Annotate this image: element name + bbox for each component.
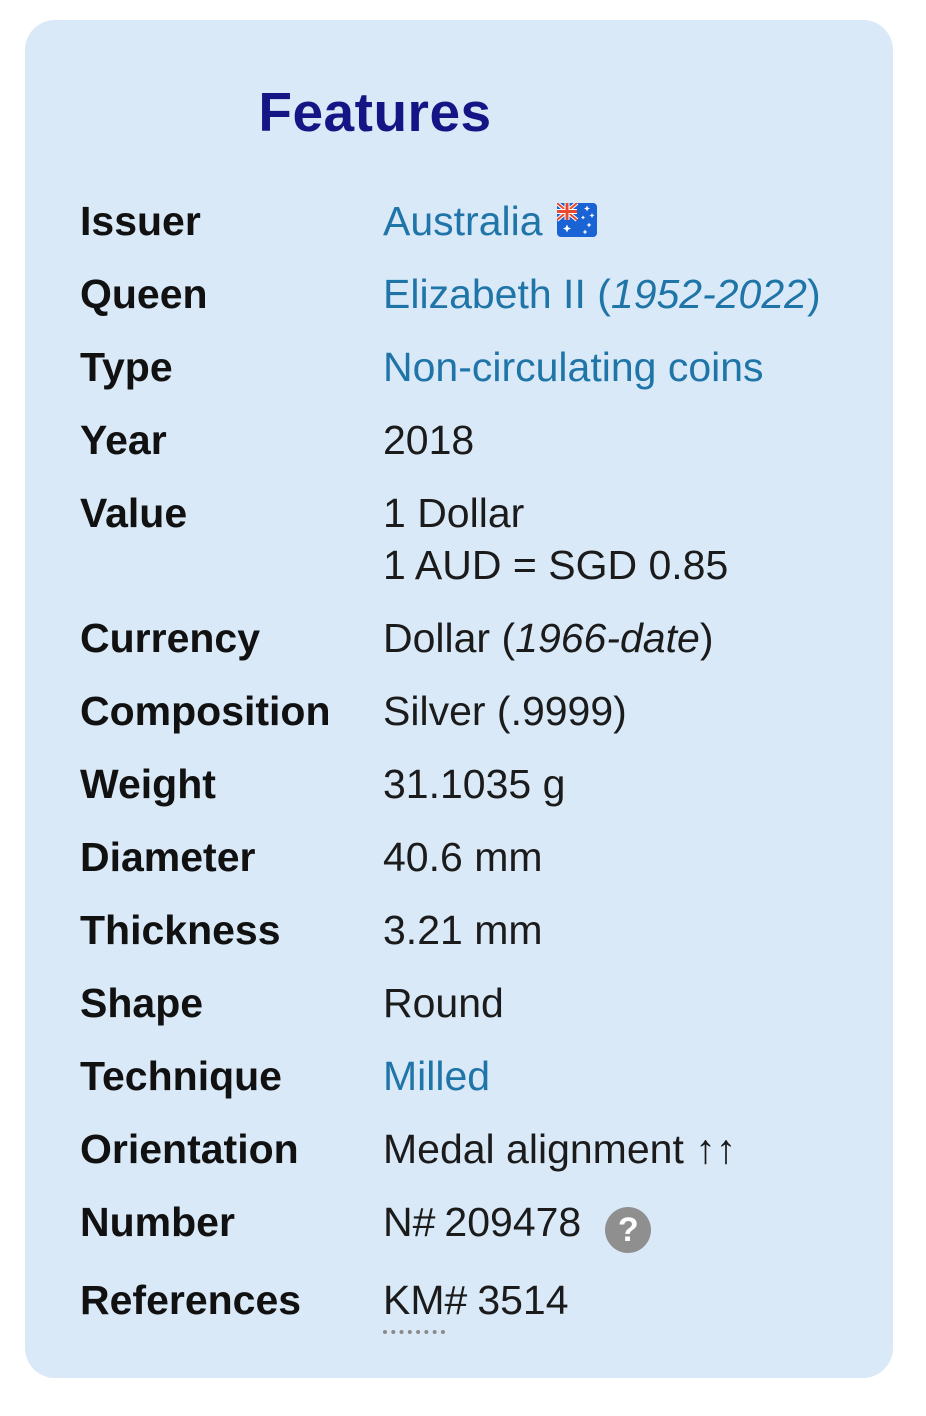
numista-number-value: 209478 <box>444 1199 582 1245</box>
exchange-rate: 1 AUD = SGD 0.85 <box>383 542 729 588</box>
feature-row-queen: Queen Elizabeth II (1952-2022) <box>80 268 821 341</box>
features-table: Issuer Australia <box>80 195 821 1347</box>
diameter-value: 40.6 mm <box>383 834 543 880</box>
feature-row-references: References KM# 3514 <box>80 1274 821 1347</box>
feature-row-shape: Shape Round <box>80 977 821 1050</box>
thickness-label: Thickness <box>80 907 281 953</box>
km-catalog-abbr[interactable]: KM <box>383 1277 445 1334</box>
weight-label: Weight <box>80 761 216 807</box>
queen-reign-years: 1952-2022 <box>610 271 807 317</box>
shape-label: Shape <box>80 980 204 1026</box>
type-link[interactable]: Non-circulating coins <box>383 344 764 390</box>
australia-flag-icon <box>555 197 597 237</box>
feature-row-currency: Currency Dollar (1966-date) <box>80 612 821 685</box>
orientation-value: Medal alignment ↑↑ <box>383 1126 737 1172</box>
feature-row-issuer: Issuer Australia <box>80 195 821 268</box>
thickness-value: 3.21 mm <box>383 907 543 953</box>
feature-row-composition: Composition Silver (.9999) <box>80 685 821 758</box>
queen-label: Queen <box>80 271 208 317</box>
help-question-icon[interactable]: ? <box>605 1207 652 1253</box>
currency-value: Dollar (1966-date) <box>383 615 714 661</box>
currency-period: 1966-date <box>515 615 700 661</box>
shape-value: Round <box>383 980 504 1026</box>
feature-row-type: Type Non-circulating coins <box>80 341 821 414</box>
feature-row-value: Value 1 Dollar 1 AUD = SGD 0.85 <box>80 487 821 612</box>
feature-row-thickness: Thickness 3.21 mm <box>80 904 821 977</box>
value-label: Value <box>80 490 188 536</box>
feature-row-technique: Technique Milled <box>80 1050 821 1123</box>
face-value: 1 Dollar <box>383 490 525 536</box>
panel-title: Features <box>258 81 492 143</box>
composition-value: Silver (.9999) <box>383 688 627 734</box>
feature-row-orientation: Orientation Medal alignment ↑↑ <box>80 1123 821 1196</box>
reference-hash: # <box>444 1277 468 1323</box>
diameter-label: Diameter <box>80 834 256 880</box>
composition-label: Composition <box>80 688 331 734</box>
technique-label: Technique <box>80 1053 282 1099</box>
number-label: Number <box>80 1199 235 1245</box>
feature-row-year: Year 2018 <box>80 414 821 487</box>
technique-link[interactable]: Milled <box>383 1053 491 1099</box>
issuer-link[interactable]: Australia <box>383 198 543 244</box>
currency-label: Currency <box>80 615 261 661</box>
reference-number: 3514 <box>477 1277 569 1323</box>
feature-row-weight: Weight 31.1035 g <box>80 758 821 831</box>
numista-number-prefix: N# <box>383 1199 436 1245</box>
feature-row-number: Number N# 209478? <box>80 1196 821 1274</box>
references-label: References <box>80 1277 302 1323</box>
queen-link[interactable]: Elizabeth II (1952-2022) <box>383 271 821 317</box>
orientation-label: Orientation <box>80 1126 299 1172</box>
year-value: 2018 <box>383 417 475 463</box>
feature-row-diameter: Diameter 40.6 mm <box>80 831 821 904</box>
issuer-label: Issuer <box>80 198 201 244</box>
year-label: Year <box>80 417 167 463</box>
type-label: Type <box>80 344 173 390</box>
features-panel: Features Issuer Australia <box>25 20 893 1378</box>
weight-value: 31.1035 g <box>383 761 566 807</box>
